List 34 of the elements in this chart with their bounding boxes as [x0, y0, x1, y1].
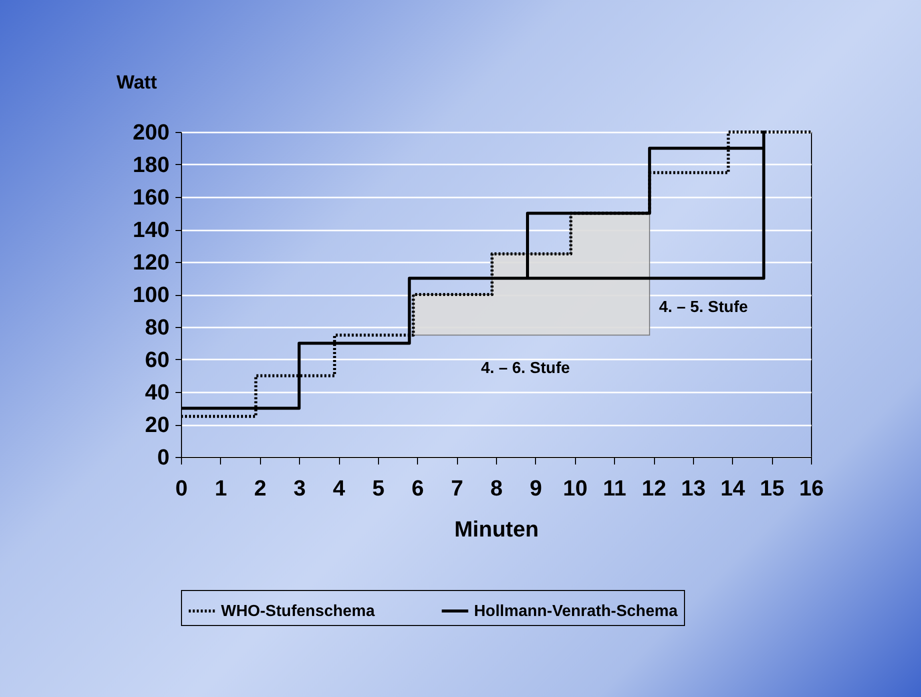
y-tick-label: 200	[132, 120, 170, 144]
x-tick-label: 0	[175, 476, 188, 500]
x-axis-title: Minuten	[454, 516, 539, 542]
x-tick-label: 12	[642, 476, 666, 500]
x-tick-label: 14	[720, 476, 746, 500]
annotation: 4. – 5. Stufe	[659, 299, 748, 316]
y-tick-label: 80	[145, 314, 170, 340]
x-tick-label: 7	[451, 476, 464, 500]
legend-label: Hollmann-Venrath-Schema	[474, 603, 678, 620]
x-tick-label: 9	[530, 476, 542, 500]
x-tick-label: 16	[799, 476, 824, 500]
y-axis-title: Watt	[116, 72, 158, 94]
y-tick-label: 40	[145, 380, 170, 404]
x-tick-label: 4	[332, 476, 346, 500]
x-tick-label: 8	[490, 476, 503, 500]
y-tick-label: 160	[132, 184, 170, 210]
legend-label: WHO-Stufenschema	[221, 603, 375, 620]
x-tick-label: 11	[602, 476, 626, 500]
y-tick-label: 140	[132, 217, 170, 242]
x-tick-label: 2	[254, 476, 266, 500]
x-tick-label: 3	[294, 476, 306, 500]
y-tick-label: 60	[145, 347, 170, 372]
x-tick-label: 5	[372, 476, 384, 500]
x-tick-label: 1	[214, 476, 227, 500]
y-tick-label: 20	[145, 412, 170, 437]
y-tick-label: 180	[132, 152, 170, 177]
y-tick-label: 120	[132, 250, 170, 274]
x-tick-label: 10	[563, 476, 588, 500]
annotation: 4. – 6. Stufe	[481, 360, 570, 377]
x-tick-label: 15	[760, 476, 784, 500]
y-tick-label: 100	[132, 282, 170, 307]
x-tick-label: 6	[412, 476, 424, 500]
y-tick-label: 0	[157, 444, 170, 470]
x-tick-label: 13	[681, 476, 706, 500]
